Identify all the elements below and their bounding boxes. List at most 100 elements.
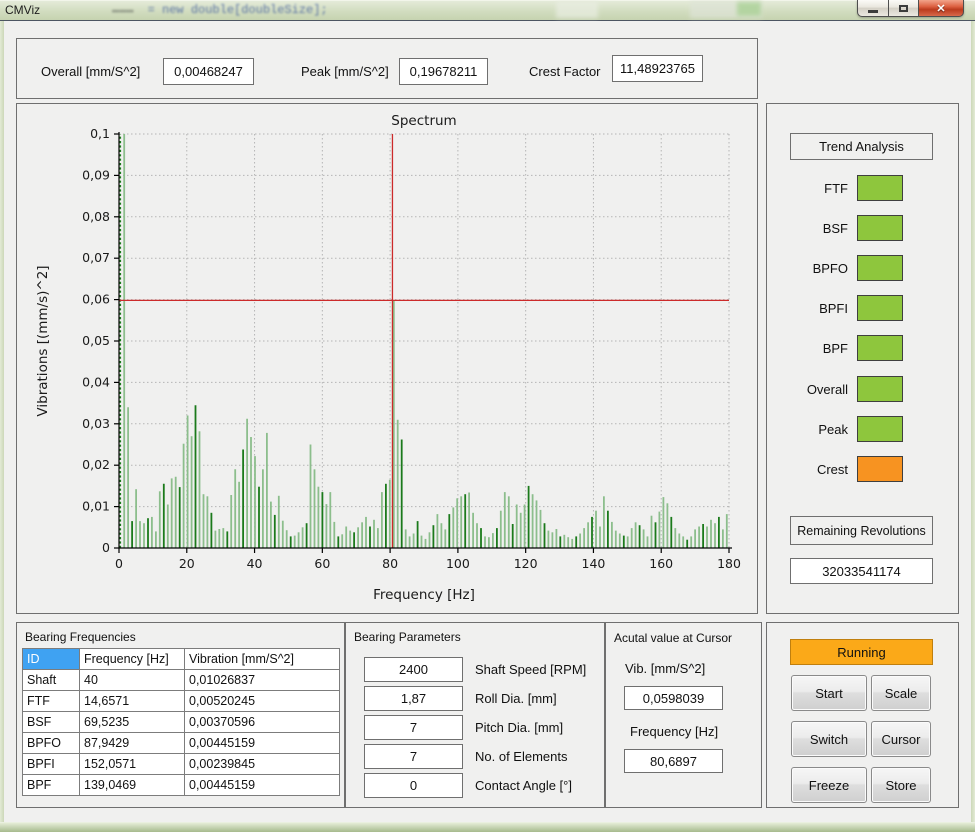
svg-text:40: 40 <box>247 556 263 571</box>
svg-text:0,06: 0,06 <box>82 292 110 307</box>
cell[interactable]: 14,6571 <box>79 690 185 712</box>
cursor-vib-label: Vib. [mm/S^2] <box>625 661 706 676</box>
trend-label-bsf: BSF <box>822 221 848 236</box>
cell[interactable]: 139,0469 <box>79 774 185 796</box>
crest-factor-field[interactable]: 11,48923765 <box>612 55 703 82</box>
trend-indicator-bpf <box>857 335 903 361</box>
cursor-value-panel: Acutal value at Cursor Vib. [mm/S^2] Fre… <box>605 622 762 808</box>
svg-text:0,01: 0,01 <box>82 499 110 514</box>
trend-indicator-ftf <box>857 175 903 201</box>
cell[interactable]: BSF <box>22 711 80 733</box>
trend-indicator-peak <box>857 416 903 442</box>
maximize-button[interactable] <box>888 0 919 17</box>
table-row: BSF 69,5235 0,00370596 <box>22 711 340 733</box>
trend-analysis-header: Trend Analysis <box>790 133 933 160</box>
cell[interactable]: 0,00520245 <box>184 690 340 712</box>
svg-text:0,05: 0,05 <box>82 333 110 348</box>
minimize-icon <box>868 9 878 13</box>
svg-text:100: 100 <box>446 556 470 571</box>
svg-text:120: 120 <box>514 556 538 571</box>
header-cell-frequency[interactable]: Frequency [Hz] <box>79 648 185 670</box>
spectrum-panel: 0 0,01 0,02 0,03 0,04 0,05 0,06 0,07 0,08 0,09 0,1… <box>16 103 758 614</box>
cell[interactable]: 69,5235 <box>79 711 185 733</box>
svg-text:140: 140 <box>582 556 606 571</box>
elements-input[interactable]: 7 <box>364 744 463 769</box>
cursor-freq-field[interactable]: 80,6897 <box>624 749 723 773</box>
store-button[interactable]: Store <box>871 767 931 803</box>
cell[interactable]: 0,01026837 <box>184 669 340 691</box>
elements-label: No. of Elements <box>475 749 568 764</box>
cell[interactable]: BPFO <box>22 732 80 754</box>
trend-label-peak: Peak <box>818 422 848 437</box>
pitch-dia-label: Pitch Dia. [mm] <box>475 720 564 735</box>
close-icon: ✕ <box>936 2 946 15</box>
svg-text:0,03: 0,03 <box>82 416 110 431</box>
window-frame-bottom <box>0 822 975 832</box>
table-row: Shaft 40 0,01026837 <box>22 669 340 691</box>
cell[interactable]: 152,0571 <box>79 753 185 775</box>
cell[interactable]: 0,00445159 <box>184 732 340 754</box>
cursor-vib-field[interactable]: 0,0598039 <box>624 686 723 710</box>
cell[interactable]: BPFI <box>22 753 80 775</box>
maximize-icon <box>899 4 908 12</box>
cell[interactable]: Shaft <box>22 669 80 691</box>
titlebar-background-band <box>737 2 761 16</box>
cursor-button[interactable]: Cursor <box>871 721 931 757</box>
table-row: BPFO 87,9429 0,00445159 <box>22 732 340 754</box>
trend-indicator-overall <box>857 376 903 402</box>
cell[interactable]: FTF <box>22 690 80 712</box>
start-button[interactable]: Start <box>791 675 867 711</box>
cell[interactable]: BPF <box>22 774 80 796</box>
svg-text:80: 80 <box>382 556 398 571</box>
close-button[interactable]: ✕ <box>919 0 964 17</box>
bearing-frequencies-title: Bearing Frequencies <box>25 630 136 644</box>
titlebar-background-band <box>556 1 598 18</box>
svg-text:160: 160 <box>649 556 673 571</box>
table-header-row: ID Frequency [Hz] Vibration [mm/S^2] <box>22 648 340 670</box>
trend-label-ftf: FTF <box>824 181 848 196</box>
cursor-value-title: Acutal value at Cursor <box>614 631 733 645</box>
shaft-speed-input[interactable]: 2400 <box>364 657 463 682</box>
svg-text:0,09: 0,09 <box>82 167 110 182</box>
cell[interactable]: 0,00370596 <box>184 711 340 733</box>
cell[interactable]: 0,00239845 <box>184 753 340 775</box>
freeze-button[interactable]: Freeze <box>791 767 867 803</box>
table-row: FTF 14,6571 0,00520245 <box>22 690 340 712</box>
overall-value-field[interactable]: 0,00468247 <box>163 58 254 85</box>
remaining-revolutions-label: Remaining Revolutions <box>790 516 933 545</box>
crest-factor-label: Crest Factor <box>529 64 601 79</box>
svg-text:180: 180 <box>717 556 741 571</box>
scale-button[interactable]: Scale <box>871 675 931 711</box>
stats-panel: Overall [mm/S^2] 0,00468247 Peak [mm/S^2… <box>16 38 758 99</box>
trend-indicator-bpfi <box>857 295 903 321</box>
remaining-revolutions-field[interactable]: 32033541174 <box>790 558 933 584</box>
table-row: BPF 139,0469 0,00445159 <box>22 774 340 796</box>
peak-label: Peak [mm/S^2] <box>301 64 389 79</box>
spectrum-chart[interactable]: 0 0,01 0,02 0,03 0,04 0,05 0,06 0,07 0,08 0,09 0,1… <box>17 104 757 613</box>
svg-text:Spectrum: Spectrum <box>391 113 456 129</box>
contact-angle-input[interactable]: 0 <box>364 773 463 798</box>
header-cell-id[interactable]: ID <box>22 648 80 670</box>
switch-button[interactable]: Switch <box>791 721 867 757</box>
cell[interactable]: 40 <box>79 669 185 691</box>
peak-value-field[interactable]: 0,19678211 <box>399 58 488 85</box>
contact-angle-label: Contact Angle [°] <box>475 778 572 793</box>
trend-indicator-crest <box>857 456 903 482</box>
minimize-button[interactable] <box>857 0 888 17</box>
svg-text:0: 0 <box>115 556 123 571</box>
roll-dia-input[interactable]: 1,87 <box>364 686 463 711</box>
svg-text:Vibrations [(mm/s)^2]: Vibrations [(mm/s)^2] <box>35 265 51 416</box>
trend-label-bpfi: BPFI <box>819 301 848 316</box>
titlebar[interactable]: CMViz ▬▬▬ = new double[doubleSize]; ✕ <box>0 0 975 21</box>
cursor-freq-label: Frequency [Hz] <box>630 724 719 739</box>
cell[interactable]: 87,9429 <box>79 732 185 754</box>
svg-text:0,08: 0,08 <box>82 209 110 224</box>
shaft-speed-label: Shaft Speed [RPM] <box>475 662 587 677</box>
cell[interactable]: 0,00445159 <box>184 774 340 796</box>
pitch-dia-input[interactable]: 7 <box>364 715 463 740</box>
running-status-badge: Running <box>790 639 933 665</box>
header-cell-vibration[interactable]: Vibration [mm/S^2] <box>184 648 340 670</box>
titlebar-background-artifact: ▬▬▬ = new double[doubleSize]; <box>112 3 328 17</box>
window-title: CMViz <box>5 3 41 17</box>
